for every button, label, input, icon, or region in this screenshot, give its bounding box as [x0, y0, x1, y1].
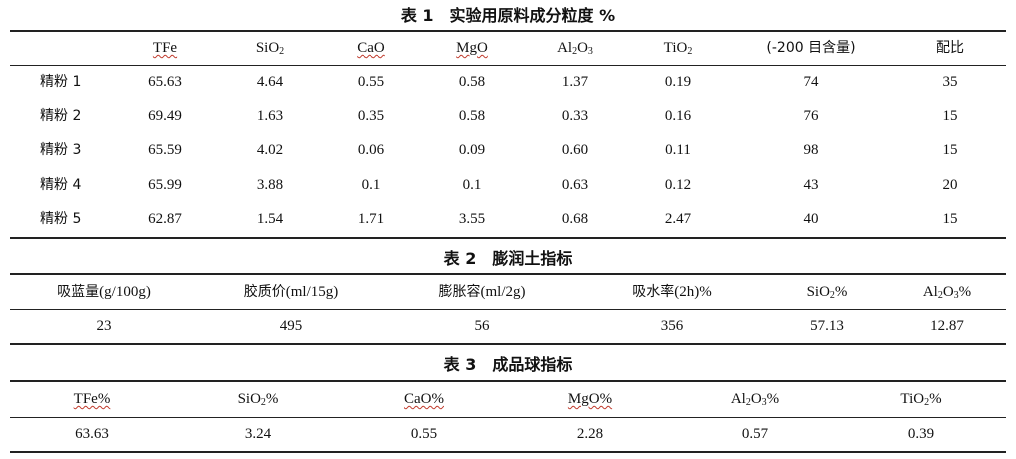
table3-header-sio2: SiO2%	[237, 391, 279, 408]
table-cell: 3.88	[256, 177, 284, 193]
table-cell: 0.60	[561, 142, 589, 158]
table-cell: 0.19	[664, 74, 692, 90]
table-cell: 3.24	[244, 426, 272, 442]
table-cell: 0.63	[561, 177, 589, 193]
table1-header-ratio: 配比	[936, 40, 964, 56]
table1-row4-name: 精粉 4	[40, 177, 82, 193]
table-cell: 0.58	[458, 74, 486, 90]
table-cell: 0.58	[458, 108, 486, 124]
table3-header-mgo: MgO%	[567, 391, 613, 407]
table1-header-rule	[10, 65, 1006, 66]
table3-header-rule	[10, 417, 1006, 418]
table-cell: 1.37	[561, 74, 589, 90]
table2-header-sio2: SiO2%	[806, 284, 848, 301]
table-cell: 74	[803, 74, 819, 90]
table-cell: 0.1	[462, 177, 482, 193]
table-cell: 0.57	[741, 426, 769, 442]
table-cell: 20	[942, 177, 958, 193]
table1-row5-name: 精粉 5	[40, 211, 82, 227]
table-cell: 2.47	[664, 211, 692, 227]
table3-bottom-rule	[10, 451, 1006, 453]
table-cell: 23	[96, 318, 112, 334]
table-cell: 0.06	[357, 142, 385, 158]
table-cell: 15	[942, 211, 958, 227]
table-cell: 356	[660, 318, 684, 334]
table-cell: 76	[803, 108, 819, 124]
table-cell: 0.55	[410, 426, 438, 442]
table1-bottom-rule	[10, 237, 1006, 239]
table2-bottom-rule	[10, 343, 1006, 345]
table-cell: 40	[803, 211, 819, 227]
table2-header-water-absorption: 吸水率(2h)%	[632, 284, 712, 300]
table-cell: 4.64	[256, 74, 284, 90]
table-cell: 495	[279, 318, 303, 334]
table-cell: 0.12	[664, 177, 692, 193]
table2-header-colloid-value: 胶质价(ml/15g)	[243, 284, 339, 300]
table-cell: 0.39	[907, 426, 935, 442]
table1-header-mesh200: (-200 目含量)	[766, 40, 856, 56]
table-cell: 65.63	[148, 74, 182, 90]
table1-row1-name: 精粉 1	[40, 74, 82, 90]
table1-row2-name: 精粉 2	[40, 108, 82, 124]
table-cell: 0.1	[361, 177, 381, 193]
table-cell: 15	[942, 142, 958, 158]
table-cell: 0.33	[561, 108, 589, 124]
table-cell: 2.28	[576, 426, 604, 442]
table3-top-rule	[10, 380, 1006, 382]
table-cell: 1.71	[357, 211, 385, 227]
table3-header-tio2: TiO2%	[900, 391, 942, 408]
table-cell: 0.35	[357, 108, 385, 124]
table-cell: 1.54	[256, 211, 284, 227]
table3-header-tfe: TFe%	[73, 391, 111, 407]
table-cell: 0.09	[458, 142, 486, 158]
table-cell: 62.87	[148, 211, 182, 227]
table1-header-mgo: MgO	[456, 40, 488, 56]
table2-top-rule	[10, 273, 1006, 275]
table-cell: 35	[942, 74, 958, 90]
table1-header-al2o3: Al2O3	[557, 40, 593, 57]
table-cell: 0.11	[665, 142, 691, 158]
table-cell: 98	[803, 142, 819, 158]
table-cell: 65.99	[148, 177, 182, 193]
table1-row3-name: 精粉 3	[40, 142, 82, 158]
table2-caption: 表 2 膨润土指标	[443, 249, 573, 268]
table1-header-sio2: SiO2	[255, 40, 285, 57]
table1-top-rule	[10, 30, 1006, 32]
table1-header-tio2: TiO2	[663, 40, 693, 57]
table-cell: 65.59	[148, 142, 182, 158]
table1-caption: 表 1 实验用原料成分粒度 %	[400, 6, 616, 25]
table-cell: 0.16	[664, 108, 692, 124]
table2-header-al2o3: Al2O3%	[922, 284, 972, 301]
table-cell: 4.02	[256, 142, 284, 158]
table-cell: 0.68	[561, 211, 589, 227]
table-cell: 69.49	[148, 108, 182, 124]
table3-caption: 表 3 成品球指标	[443, 355, 573, 374]
table1-header-tfe: TFe	[152, 40, 178, 56]
table-cell: 12.87	[930, 318, 964, 334]
table-cell: 63.63	[75, 426, 109, 442]
table3-header-cao: CaO%	[404, 391, 444, 407]
table3-header-al2o3: Al2O3%	[730, 391, 780, 408]
table-cell: 3.55	[458, 211, 486, 227]
table2-header-rule	[10, 309, 1006, 310]
table-cell: 57.13	[810, 318, 844, 334]
table-cell: 0.55	[357, 74, 385, 90]
table-cell: 15	[942, 108, 958, 124]
table1-header-cao: CaO	[357, 40, 385, 56]
table-cell: 43	[803, 177, 819, 193]
table-cell: 1.63	[256, 108, 284, 124]
table-cell: 56	[474, 318, 490, 334]
table2-header-blue-absorption: 吸蓝量(g/100g)	[57, 284, 151, 300]
table2-header-swelling-capacity: 膨胀容(ml/2g)	[438, 284, 526, 300]
